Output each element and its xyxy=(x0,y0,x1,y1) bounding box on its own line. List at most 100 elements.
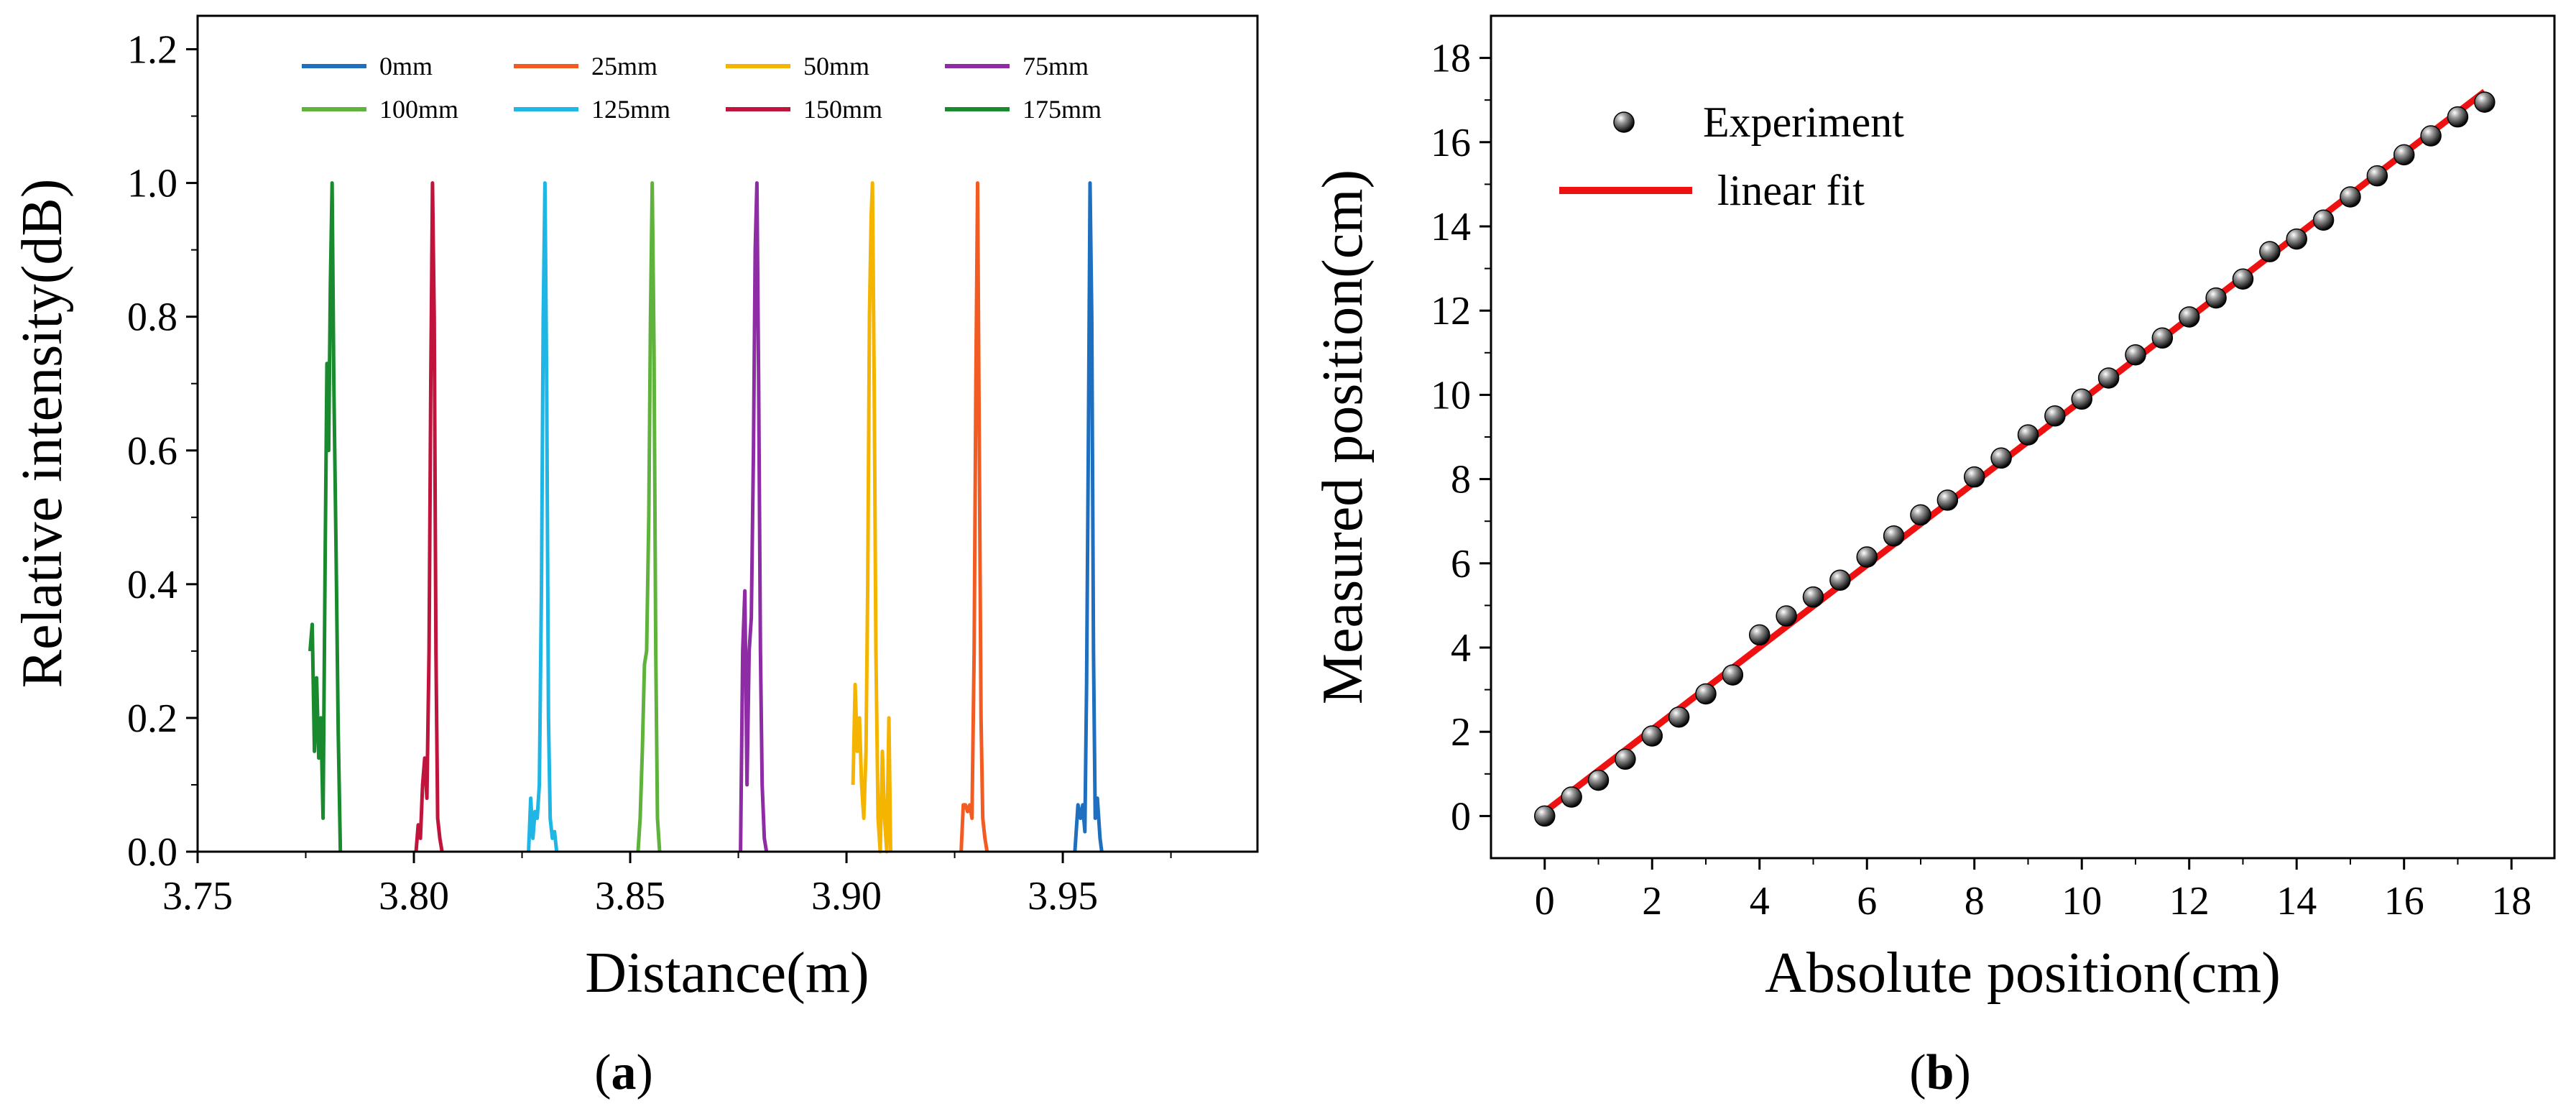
b-experiment-point xyxy=(1883,525,1905,547)
a-legend-label: 75mm xyxy=(1022,52,1089,80)
b-experiment-point xyxy=(1802,586,1824,608)
a-x-axis: 3.75 3.80 3.85 3.90 3.95 xyxy=(162,852,1172,919)
b-x-tick-label: 2 xyxy=(1642,879,1662,924)
b-x-tick-label: 0 xyxy=(1535,879,1555,924)
a-plot-frame xyxy=(196,14,1259,853)
a-y-tick-label: 0.8 xyxy=(127,295,177,340)
b-x-tick-label: 14 xyxy=(2276,879,2317,924)
a-series-line-0mm xyxy=(1073,181,1104,852)
a-legend-label: 125mm xyxy=(591,95,670,124)
b-x-axis: 0 2 4 6 8 10 12 14 16 18 xyxy=(1535,858,2531,924)
b-y-tick-label: 0 xyxy=(1451,794,1471,839)
b-experiment-point xyxy=(1963,466,1985,488)
b-y-tick-label: 4 xyxy=(1451,626,1471,671)
b-experiment-point xyxy=(1722,664,1744,686)
b-y-axis: 0 2 4 6 8 10 12 14 16 18 xyxy=(1431,37,1491,839)
b-x-tick-label: 16 xyxy=(2384,879,2424,924)
b-experiment-point xyxy=(2259,241,2281,262)
a-legend-label: 175mm xyxy=(1022,95,1102,124)
b-experiment-point xyxy=(1990,447,2012,469)
b-experiment-point xyxy=(2312,209,2335,231)
a-legend-label: 150mm xyxy=(803,95,882,124)
b-experiment-point xyxy=(2017,424,2039,446)
a-series-line-125mm xyxy=(527,181,559,852)
b-experiment-point xyxy=(1668,706,1690,728)
b-experiment-point xyxy=(2393,144,2415,166)
a-series-line-25mm xyxy=(959,181,989,852)
b-experiment-point xyxy=(1856,546,1878,568)
a-legend-label: 100mm xyxy=(379,95,458,124)
b-experiment-point xyxy=(1910,504,1931,526)
a-y-tick-label: 1.0 xyxy=(127,162,177,206)
b-legend-marker-experiment xyxy=(1613,111,1635,133)
b-y-tick-label: 12 xyxy=(1431,289,1471,333)
a-y-tick-label: 0.2 xyxy=(127,696,177,741)
b-legend-label-experiment: Experiment xyxy=(1703,98,1904,146)
b-experiment-point xyxy=(1936,489,1959,511)
b-experiment-point xyxy=(1587,769,1610,791)
b-x-tick-label: 10 xyxy=(2062,879,2102,924)
b-legend: Experiment linear fit xyxy=(1559,98,1904,214)
b-y-tick-label: 14 xyxy=(1431,205,1471,249)
b-y-tick-label: 8 xyxy=(1451,458,1471,502)
b-y-tick-label: 2 xyxy=(1451,710,1471,755)
b-experiment-point xyxy=(1829,569,1851,591)
a-legend-label: 25mm xyxy=(591,52,657,80)
b-y-tick-label: 10 xyxy=(1431,373,1471,418)
caption-a: (a) xyxy=(594,1045,653,1100)
a-y-tick-label: 0.4 xyxy=(127,563,177,607)
b-experiment-point xyxy=(2097,367,2120,389)
a-series-line-100mm xyxy=(636,181,662,852)
b-experiment-point xyxy=(1561,786,1582,808)
b-experiment-point xyxy=(2125,344,2146,366)
a-y-tick-label: 1.2 xyxy=(127,28,177,73)
a-y-tick-label: 0.0 xyxy=(127,830,177,875)
a-series-line-75mm xyxy=(739,181,769,852)
b-experiment-point xyxy=(2178,306,2200,328)
b-legend-label-fit: linear fit xyxy=(1717,167,1865,214)
b-x-axis-label: Absolute position(cm) xyxy=(1765,942,2281,1005)
a-legend-label: 50mm xyxy=(803,52,869,80)
b-experiment-point xyxy=(1748,624,1771,646)
a-series-line-50mm xyxy=(851,181,892,854)
a-x-tick-label: 3.95 xyxy=(1028,874,1098,919)
b-experiment-point xyxy=(2447,106,2469,128)
a-y-tick-label: 0.6 xyxy=(127,429,177,474)
b-y-tick-label: 18 xyxy=(1431,37,1471,81)
a-x-axis-label: Distance(m) xyxy=(585,942,869,1005)
panel-a-chart: 3.75 3.80 3.85 3.90 3.95 0.0 0.2 0.4 0.6 0.8 1.0 1… xyxy=(11,14,1259,1005)
b-x-tick-label: 18 xyxy=(2491,879,2531,924)
b-y-tick-label: 16 xyxy=(1431,121,1471,165)
caption-a-text: (a) xyxy=(594,1045,653,1100)
b-experiment-point xyxy=(2286,228,2307,250)
a-x-tick-label: 3.75 xyxy=(162,874,233,919)
a-x-tick-label: 3.90 xyxy=(811,874,882,919)
caption-b-text: (b) xyxy=(1909,1045,1971,1100)
b-experiment-point xyxy=(1776,605,1797,627)
a-legend: 0mm 25mm 50mm 75mm 100mm 125mm 150mm 175mm xyxy=(302,52,1102,124)
b-x-tick-label: 12 xyxy=(2169,879,2210,924)
b-x-tick-label: 6 xyxy=(1857,879,1877,924)
b-x-tick-label: 4 xyxy=(1750,879,1770,924)
b-experiment-point xyxy=(2474,91,2496,113)
b-experiment-point xyxy=(2205,287,2227,309)
a-x-tick-label: 3.80 xyxy=(379,874,449,919)
panel-b-chart: 0 2 4 6 8 10 12 14 16 18 0 2 4 6 8 10 12 14 16 18 Absolute… xyxy=(1311,14,2556,1005)
a-y-axis-label: Relative intensity(dB) xyxy=(11,179,74,689)
a-series-line-150mm xyxy=(414,181,444,852)
a-series-group xyxy=(308,181,1104,854)
a-series-line-175mm xyxy=(308,181,343,852)
b-series-group xyxy=(1533,88,2496,827)
b-experiment-point xyxy=(2340,186,2361,208)
b-experiment-point xyxy=(2366,165,2388,187)
a-x-tick-label: 3.85 xyxy=(595,874,665,919)
b-experiment-point xyxy=(1615,748,1636,770)
b-experiment-point xyxy=(2232,268,2254,290)
b-experiment-point xyxy=(2420,125,2442,147)
b-experiment-point xyxy=(2044,405,2066,427)
a-y-axis: 0.0 0.2 0.4 0.6 0.8 1.0 1.2 xyxy=(127,28,198,875)
b-experiment-point xyxy=(1641,725,1663,747)
caption-b: (b) xyxy=(1909,1045,1971,1100)
a-legend-label: 0mm xyxy=(379,52,433,80)
